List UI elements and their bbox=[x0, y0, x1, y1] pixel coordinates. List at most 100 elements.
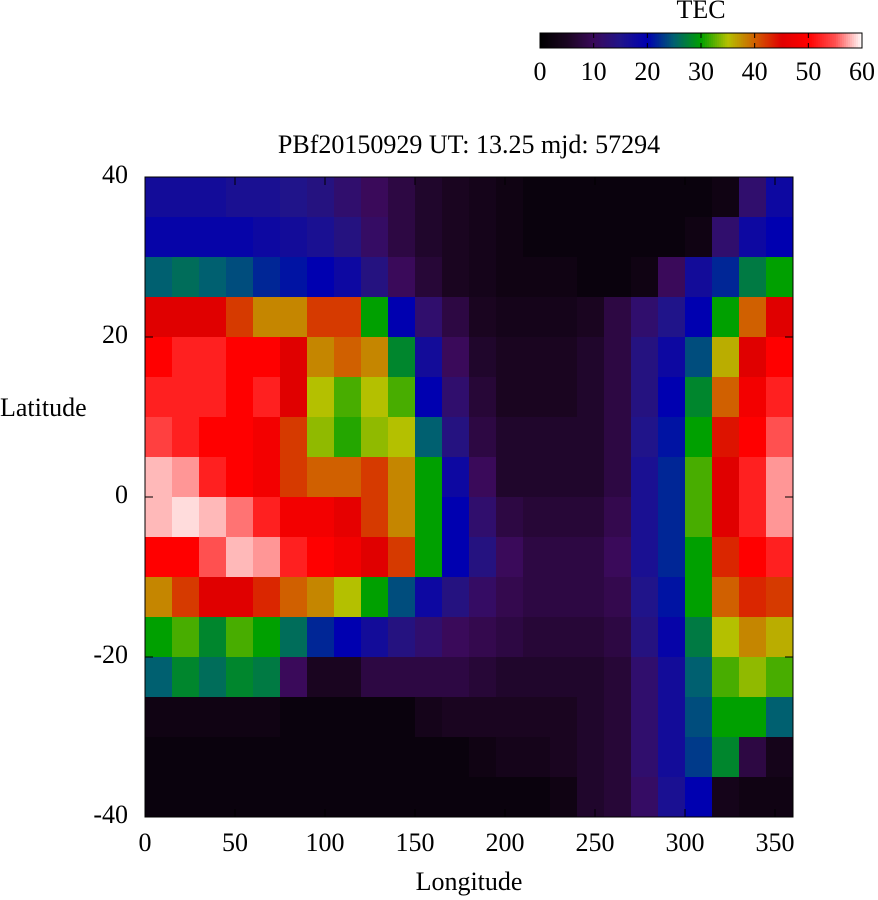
heat-cell bbox=[550, 577, 578, 618]
heat-cell bbox=[172, 617, 200, 658]
heat-cell bbox=[469, 617, 497, 658]
colorbar-swatch bbox=[670, 33, 674, 48]
heat-cell bbox=[307, 657, 335, 698]
heat-cell bbox=[172, 657, 200, 698]
colorbar-swatch bbox=[785, 33, 789, 48]
colorbar-swatch bbox=[684, 33, 688, 48]
heat-cell bbox=[361, 697, 389, 738]
heat-cell bbox=[280, 217, 308, 258]
heat-cell bbox=[523, 417, 551, 458]
heat-cell bbox=[334, 577, 362, 618]
colorbar-swatch bbox=[849, 33, 853, 48]
heat-cell bbox=[280, 177, 308, 218]
x-axis-label: Longitude bbox=[416, 867, 523, 896]
heat-cell bbox=[496, 457, 524, 498]
heat-cell bbox=[550, 617, 578, 658]
colorbar-swatch bbox=[779, 33, 782, 48]
colorbar-swatch bbox=[827, 33, 831, 48]
heat-cell bbox=[550, 737, 578, 778]
heat-cell bbox=[658, 417, 686, 458]
colorbar-swatch bbox=[843, 33, 847, 48]
y-tick-label: 0 bbox=[115, 480, 128, 509]
heat-cell bbox=[307, 297, 335, 338]
heat-cell bbox=[604, 417, 632, 458]
heat-cell bbox=[253, 497, 281, 538]
colorbar-swatch bbox=[707, 33, 710, 48]
colorbar-swatch bbox=[624, 33, 628, 48]
colorbar-swatch bbox=[600, 33, 603, 48]
heat-cell bbox=[604, 457, 632, 498]
colorbar-swatch bbox=[592, 33, 595, 48]
heat-cell bbox=[415, 217, 443, 258]
colorbar-tick-label: 30 bbox=[688, 57, 714, 86]
heat-cell bbox=[226, 537, 254, 578]
heat-cell bbox=[361, 297, 389, 338]
heat-cell bbox=[415, 297, 443, 338]
heat-cell bbox=[280, 577, 308, 618]
colorbar-swatch bbox=[620, 33, 624, 48]
colorbar-swatch bbox=[688, 33, 692, 48]
colorbar-swatch bbox=[572, 33, 575, 48]
heat-cell bbox=[658, 177, 686, 218]
heat-cell bbox=[523, 617, 551, 658]
heat-cell bbox=[604, 577, 632, 618]
colorbar-swatch bbox=[616, 33, 619, 48]
colorbar-swatch bbox=[544, 33, 547, 48]
heat-cell bbox=[469, 697, 497, 738]
heat-cell bbox=[145, 457, 173, 498]
colorbar-tick-label: 10 bbox=[581, 57, 607, 86]
heat-cell bbox=[226, 777, 254, 818]
heat-cell bbox=[658, 577, 686, 618]
heat-cell bbox=[712, 417, 740, 458]
colorbar-swatch bbox=[747, 33, 750, 48]
heat-cell bbox=[199, 737, 227, 778]
heat-cell bbox=[172, 377, 200, 418]
heat-cell bbox=[469, 377, 497, 418]
colorbar-swatch bbox=[727, 33, 730, 48]
heat-cell bbox=[361, 257, 389, 298]
heat-cell bbox=[496, 417, 524, 458]
heat-cell bbox=[415, 777, 443, 818]
heat-cell bbox=[199, 657, 227, 698]
colorbar-swatch bbox=[588, 33, 591, 48]
colorbar-swatch bbox=[813, 33, 817, 48]
colorbar-swatch bbox=[797, 33, 801, 48]
heat-cell bbox=[658, 457, 686, 498]
heat-cell bbox=[550, 257, 578, 298]
heat-cell bbox=[226, 497, 254, 538]
heat-cell bbox=[685, 777, 713, 818]
heat-cell bbox=[334, 697, 362, 738]
heat-cell bbox=[739, 737, 767, 778]
heat-cell bbox=[766, 497, 794, 538]
colorbar-swatch bbox=[580, 33, 583, 48]
heat-cell bbox=[415, 257, 443, 298]
colorbar-swatch bbox=[761, 33, 764, 48]
heat-cell bbox=[658, 377, 686, 418]
heat-cell bbox=[604, 257, 632, 298]
heat-cell bbox=[712, 537, 740, 578]
heat-cell bbox=[280, 737, 308, 778]
colorbar-swatch bbox=[859, 33, 863, 48]
heat-cell bbox=[712, 177, 740, 218]
heat-cell bbox=[226, 417, 254, 458]
heat-cell bbox=[145, 257, 173, 298]
colorbar-swatch bbox=[598, 33, 601, 48]
heat-cell bbox=[388, 217, 416, 258]
heat-cell bbox=[442, 177, 470, 218]
colorbar-swatch bbox=[540, 33, 543, 48]
colorbar-swatch bbox=[833, 33, 837, 48]
colorbar-swatch bbox=[608, 33, 611, 48]
heat-cell bbox=[550, 697, 578, 738]
heat-cell bbox=[145, 497, 173, 538]
heat-cell bbox=[739, 417, 767, 458]
heat-cell bbox=[199, 777, 227, 818]
heat-cell bbox=[307, 617, 335, 658]
heat-cell bbox=[199, 457, 227, 498]
colorbar-swatch bbox=[680, 33, 684, 48]
colorbar-swatch bbox=[731, 33, 734, 48]
heat-cell bbox=[739, 177, 767, 218]
heat-cell bbox=[712, 497, 740, 538]
heat-cell bbox=[172, 257, 200, 298]
heat-cell bbox=[253, 217, 281, 258]
colorbar-swatch bbox=[668, 33, 672, 48]
